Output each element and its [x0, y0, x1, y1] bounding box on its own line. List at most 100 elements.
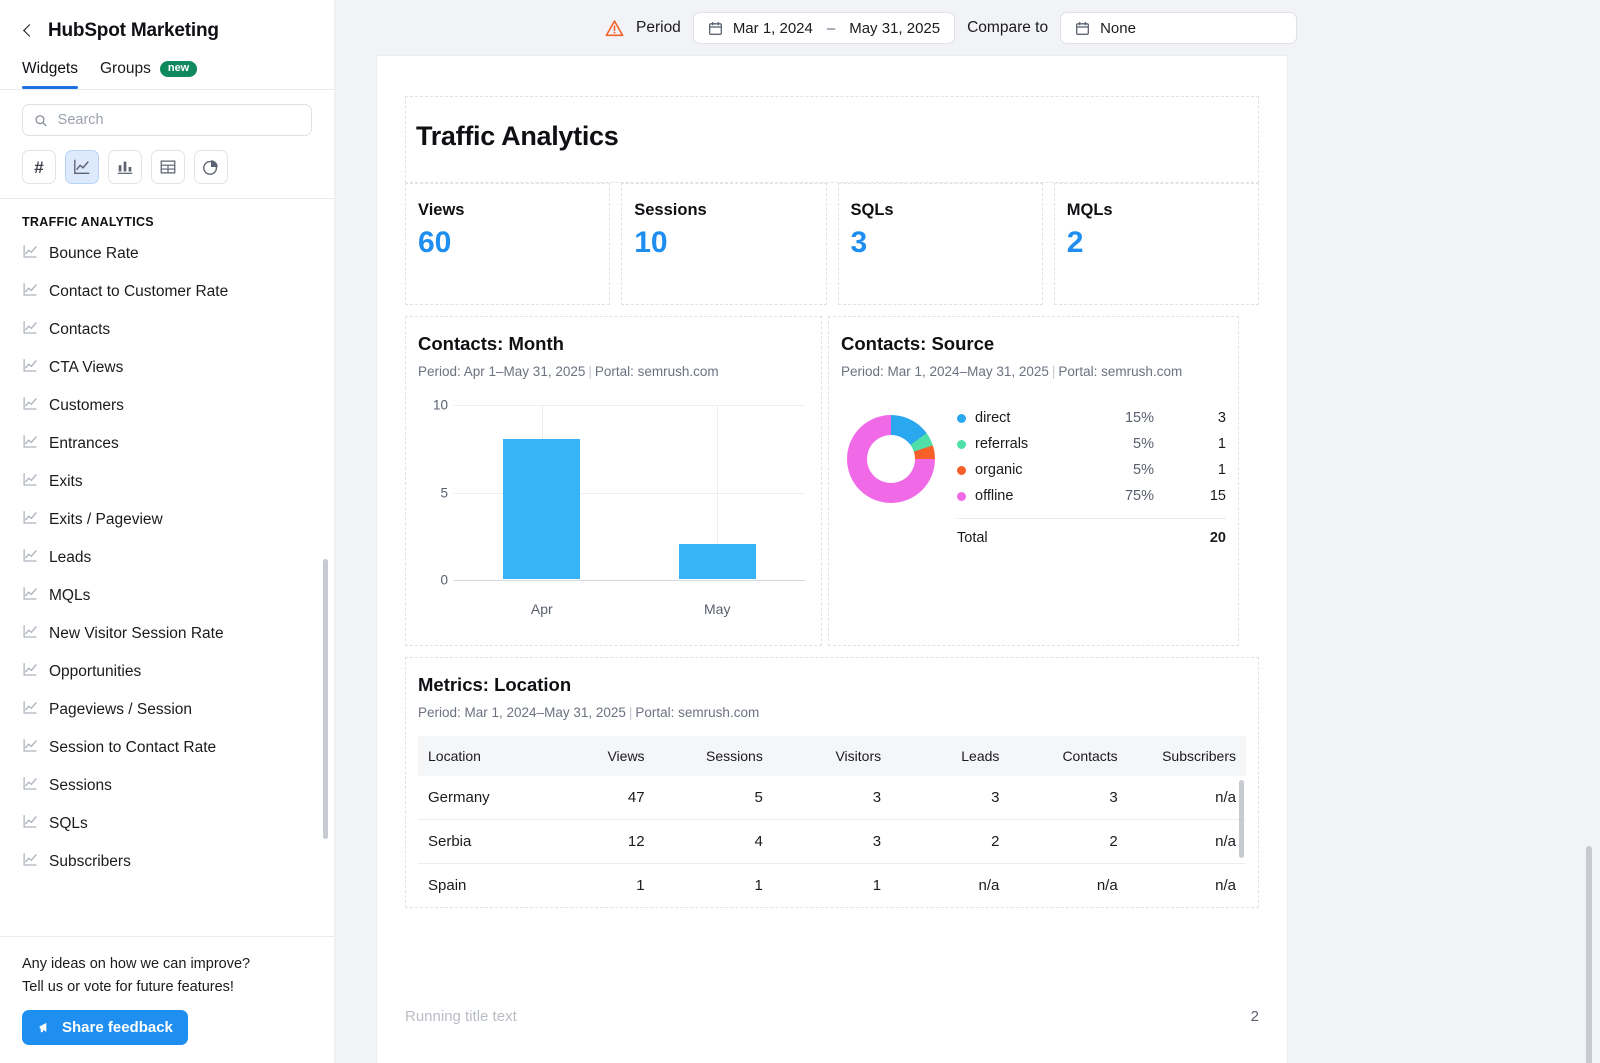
sidebar-item-contact-to-customer-rate[interactable]: Contact to Customer Rate: [0, 273, 334, 311]
sidebar-item-opportunities[interactable]: Opportunities: [0, 653, 334, 691]
legend-value: 3: [1217, 410, 1226, 426]
search-input[interactable]: [57, 112, 300, 128]
main-scrollbar[interactable]: [1586, 846, 1592, 1063]
page-title: HubSpot Marketing: [48, 20, 219, 41]
table-cell: 12: [536, 819, 655, 864]
sidebar-item-entrances[interactable]: Entrances: [0, 425, 334, 463]
running-title: Running title text: [405, 1008, 517, 1025]
legend-percent: 15%: [1124, 410, 1154, 426]
report-page-inner: Traffic Analytics Views 60 Sessions 10 SQLs 3…: [377, 56, 1287, 908]
line-chart-icon: [23, 359, 37, 372]
chevron-left-icon[interactable]: [22, 25, 34, 37]
contacts-source-subtitle: Period: Mar 1, 2024–May 31, 2025 | Portal:…: [841, 364, 1226, 379]
column-header-contacts[interactable]: Contacts: [1009, 736, 1128, 776]
tab-groups[interactable]: Groups new: [100, 60, 198, 89]
sidebar-item-leads[interactable]: Leads: [0, 539, 334, 577]
widget-list: TRAFFIC ANALYTICS Bounce Rate Contact to …: [0, 199, 334, 936]
table-cell: n/a: [1127, 776, 1246, 820]
table-widget-icon[interactable]: [151, 150, 185, 184]
table-head: Location Views Sessions Visitors Leads Contac…: [418, 736, 1246, 776]
sidebar-item-bounce-rate[interactable]: Bounce Rate: [0, 235, 334, 273]
table-cell: 47: [536, 776, 655, 820]
line-chart-icon: [23, 397, 37, 410]
contacts-source-donut-row: direct 15% 3 referrals 5% 1 organic 5% 1 offline 7…: [841, 405, 1226, 546]
bar-chart-widget-icon[interactable]: [108, 150, 142, 184]
sidebar-item-exits[interactable]: Exits: [0, 463, 334, 501]
sidebar-item-label: SQLs: [49, 815, 88, 832]
compare-to-picker[interactable]: None: [1060, 12, 1298, 44]
legend-color-dot: [957, 491, 966, 501]
metrics-location-table-wrap: Location Views Sessions Visitors Leads Contac…: [418, 736, 1246, 907]
column-header-views[interactable]: Views: [536, 736, 655, 776]
sidebar-item-contacts[interactable]: Contacts: [0, 311, 334, 349]
sidebar-item-session-to-contact-rate[interactable]: Session to Contact Rate: [0, 729, 334, 767]
table-cell: 1: [636, 877, 645, 894]
table-cell: n/a: [1127, 819, 1246, 864]
number-widget-icon[interactable]: #: [22, 150, 56, 184]
column-header-sessions[interactable]: Sessions: [654, 736, 773, 776]
legend-total-label: Total: [957, 530, 988, 546]
bar-apr: [503, 439, 581, 579]
sidebar-item-sqls[interactable]: SQLs: [0, 805, 334, 843]
sidebar-item-label: Pageviews / Session: [49, 701, 193, 718]
main-area: Period Mar 1, 2024 – May 31, 2025 Compar…: [335, 0, 1600, 1063]
contacts-source-period: Period: Mar 1, 2024–May 31, 2025: [841, 364, 1049, 379]
sidebar-scrollbar[interactable]: [323, 559, 328, 839]
kpi-label: Views: [418, 201, 465, 219]
table-cell: 3: [772, 776, 892, 820]
contacts-month-bar-chart: 0 5 10 Apr May: [418, 398, 809, 631]
sidebar-item-subscribers[interactable]: Subscribers: [0, 843, 334, 881]
metrics-location-period: Period: Mar 1, 2024–May 31, 2025: [418, 705, 626, 720]
column-header-visitors[interactable]: Visitors: [772, 736, 892, 776]
sidebar-item-cta-views[interactable]: CTA Views: [0, 349, 334, 387]
grid-line: [454, 492, 805, 494]
kpi-value: 3: [850, 226, 868, 259]
line-chart-icon: [22, 281, 39, 303]
legend-divider: [957, 518, 1226, 519]
share-feedback-button[interactable]: Share feedback: [22, 1010, 188, 1045]
sidebar-item-new-visitor-session-rate[interactable]: New Visitor Session Rate: [0, 615, 334, 653]
kpi-label: Sessions: [634, 201, 707, 219]
sidebar-item-label: CTA Views: [49, 359, 124, 376]
legend-item-direct: direct 15% 3: [957, 405, 1226, 431]
date-range-picker[interactable]: Mar 1, 2024 – May 31, 2025: [692, 12, 956, 44]
column-header-subscribers[interactable]: Subscribers: [1127, 736, 1246, 776]
sidebar-item-customers[interactable]: Customers: [0, 387, 334, 425]
sidebar-item-sessions[interactable]: Sessions: [0, 767, 334, 805]
subtitle-divider: |: [1051, 364, 1056, 379]
kpi-row: Views 60 Sessions 10 SQLs 3 MQLs 2: [405, 183, 1259, 305]
date-from: Mar 1, 2024: [732, 19, 813, 37]
sidebar-item-label: Opportunities: [49, 663, 142, 680]
sidebar-item-exits-pageview[interactable]: Exits / Pageview: [0, 501, 334, 539]
column-header-location[interactable]: Location: [418, 736, 537, 776]
legend-total-value: 20: [1209, 530, 1226, 546]
share-feedback-label: Share feedback: [62, 1019, 173, 1036]
line-chart-icon: [22, 623, 39, 645]
types-divider: [0, 198, 334, 199]
metrics-location-title: Metrics: Location: [418, 674, 572, 695]
table-scrollbar[interactable]: [1239, 780, 1244, 858]
table-cell: 3: [1009, 776, 1128, 820]
table-cell: Germany: [418, 776, 537, 820]
search-area: [0, 90, 334, 136]
contacts-source-portal: Portal: semrush.com: [1058, 364, 1183, 379]
line-chart-icon: [23, 283, 37, 296]
line-chart-icon: [22, 813, 39, 835]
contacts-month-portal: Portal: semrush.com: [594, 364, 719, 379]
sidebar-header: HubSpot Marketing Widgets Groups new: [0, 0, 334, 89]
search-box[interactable]: [22, 104, 312, 136]
line-chart-icon: [23, 511, 37, 524]
legend-label: referrals: [975, 436, 1029, 452]
tab-widgets[interactable]: Widgets: [22, 60, 78, 89]
metrics-location-subtitle: Period: Mar 1, 2024–May 31, 2025 | Portal:…: [418, 705, 1246, 720]
line-chart-icon: [23, 587, 37, 600]
sidebar-item-pageviews-session[interactable]: Pageviews / Session: [0, 691, 334, 729]
legend-color-dot: [957, 413, 966, 423]
report-canvas: Traffic Analytics Views 60 Sessions 10 SQLs 3…: [335, 56, 1600, 1063]
sidebar-item-mqls[interactable]: MQLs: [0, 577, 334, 615]
line-chart-widget-icon[interactable]: [65, 150, 99, 184]
report-page-footer: Running title text 2: [405, 1008, 1259, 1025]
line-chart-icon: [22, 661, 39, 683]
column-header-leads[interactable]: Leads: [891, 736, 1010, 776]
pie-chart-widget-icon[interactable]: [194, 150, 228, 184]
